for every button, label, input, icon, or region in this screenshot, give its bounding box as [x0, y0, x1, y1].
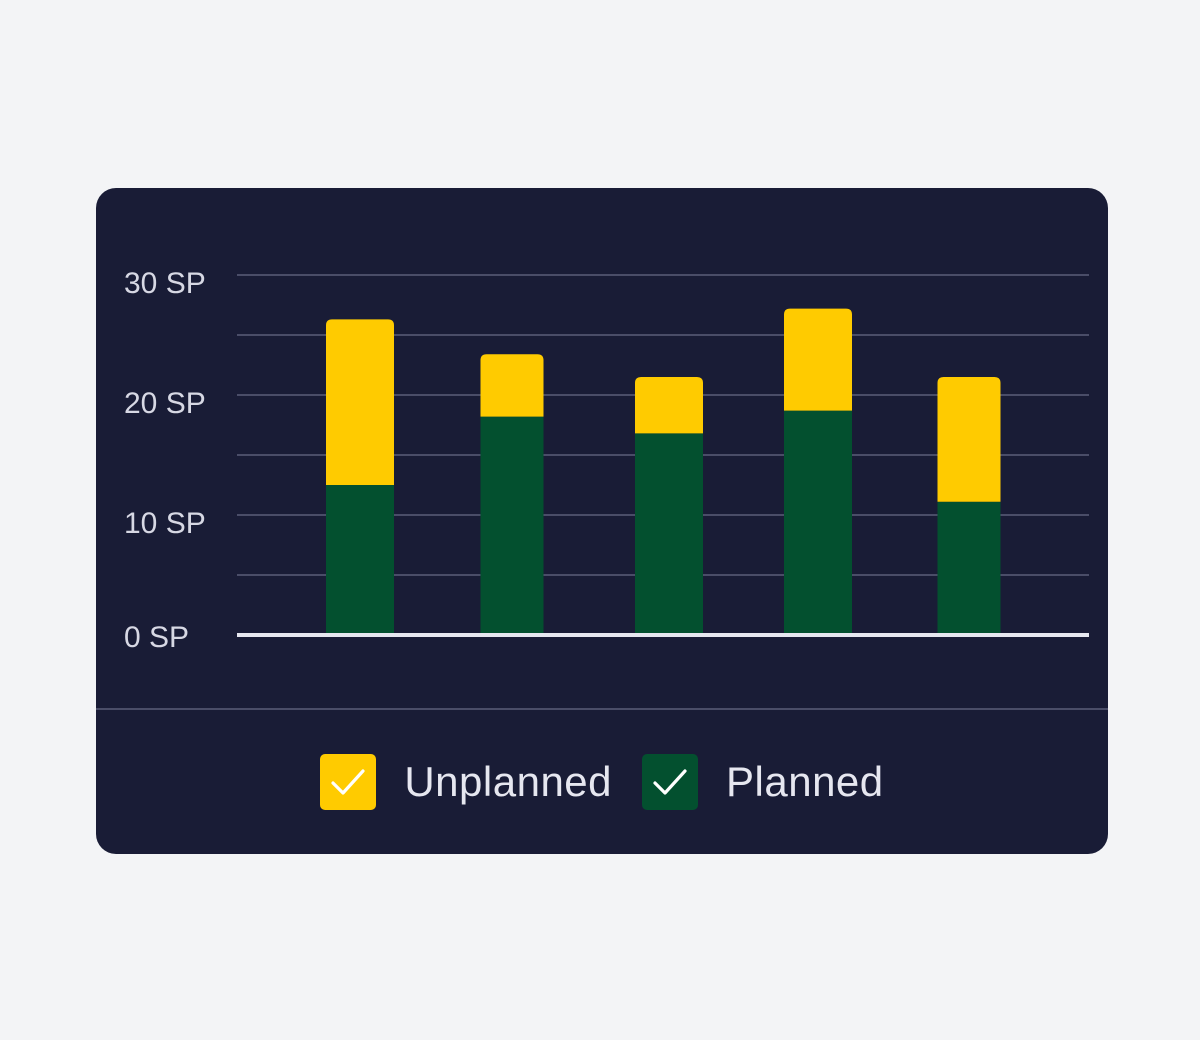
y-tick-label: 10 SP — [124, 507, 206, 540]
check-icon — [331, 769, 365, 795]
legend-item-planned[interactable]: Planned — [642, 754, 884, 810]
bar-segment-planned — [326, 485, 394, 635]
legend-label-planned: Planned — [726, 758, 884, 805]
y-tick-label: 30 SP — [124, 267, 206, 300]
bar-segment-unplanned — [480, 354, 544, 417]
bar-segment-unplanned — [635, 377, 703, 434]
bar-segment-planned — [635, 433, 703, 635]
y-tick-label: 0 SP — [124, 621, 189, 654]
chart-card: 0 SP 10 SP 20 SP 30 SP Unplanned Planned — [96, 188, 1108, 854]
legend-item-unplanned[interactable]: Unplanned — [320, 754, 612, 810]
bar-segment-planned — [937, 501, 1001, 635]
bar-segment-unplanned — [937, 377, 1001, 502]
check-icon — [653, 769, 687, 795]
legend-label-unplanned: Unplanned — [404, 758, 613, 805]
bar-segment-unplanned — [784, 308, 852, 411]
planned-checkbox[interactable] — [642, 754, 699, 810]
bar-segment-planned — [480, 416, 544, 635]
unplanned-checkbox[interactable] — [320, 754, 377, 810]
stacked-bar-chart: 0 SP 10 SP 20 SP 30 SP — [124, 267, 1089, 654]
bar-segment-planned — [784, 410, 852, 635]
bar-segment-unplanned — [326, 319, 394, 485]
y-tick-label: 20 SP — [124, 387, 206, 420]
legend-divider — [96, 708, 1108, 710]
chart-legend: Unplanned Planned — [96, 710, 1108, 854]
